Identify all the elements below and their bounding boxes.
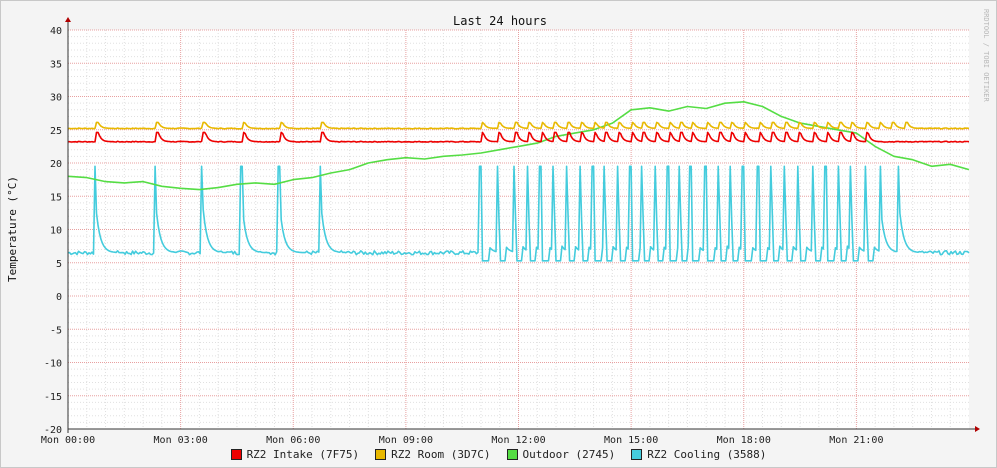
y-tick-label: 40 <box>50 26 62 37</box>
rrdtool-watermark: RRDTOOL / TOBI OETIKER <box>982 9 990 103</box>
x-tick-label: Mon 09:00 <box>379 435 433 446</box>
x-tick-label: Mon 21:00 <box>829 435 883 446</box>
y-tick-label: -15 <box>44 392 62 403</box>
series-line-cooling <box>67 165 970 262</box>
y-tick-label: 0 <box>56 292 62 303</box>
series-layer <box>67 101 970 262</box>
y-tick-label: 30 <box>50 93 62 104</box>
legend-label-outdoor: Outdoor (2745) <box>522 447 616 461</box>
y-axis-arrow <box>65 17 71 22</box>
x-axis-arrow <box>975 426 980 432</box>
legend-label-intake: RZ2 Intake (7F75) <box>246 447 360 461</box>
x-tick-label: Mon 15:00 <box>604 435 658 446</box>
y-tick-label: -10 <box>44 359 62 370</box>
grid-layer <box>67 29 969 430</box>
y-tick-label: 10 <box>50 226 62 237</box>
legend: RZ2 Intake (7F75) RZ2 Room (3D7C) Outdoo… <box>0 446 997 462</box>
legend-swatch-intake <box>230 448 242 460</box>
legend-item-outdoor: Outdoor (2745) <box>506 446 616 462</box>
y-axis-label: Temperature (°C) <box>6 176 19 282</box>
chart-title: Last 24 hours <box>453 14 547 28</box>
x-tick-label: Mon 18:00 <box>717 435 771 446</box>
legend-label-cooling: RZ2 Cooling (3588) <box>647 447 767 461</box>
y-tick-label: -5 <box>50 325 62 336</box>
x-tick-label: Mon 12:00 <box>491 435 545 446</box>
legend-item-cooling: RZ2 Cooling (3588) <box>631 446 766 462</box>
x-tick-label: Mon 00:00 <box>41 435 95 446</box>
y-tick-label: 35 <box>50 59 62 70</box>
y-tick-label: 15 <box>50 192 62 203</box>
series-line-intake <box>68 131 970 143</box>
legend-swatch-cooling <box>631 448 643 460</box>
y-tick-label: 20 <box>50 159 62 170</box>
x-tick-label: Mon 06:00 <box>266 435 320 446</box>
series-line-room <box>68 121 970 130</box>
x-tick-label: Mon 03:00 <box>154 435 208 446</box>
legend-item-intake: RZ2 Intake (7F75) <box>230 446 360 462</box>
y-tick-label: 5 <box>56 259 62 270</box>
legend-item-room: RZ2 Room (3D7C) <box>375 446 491 462</box>
y-tick-label: 25 <box>50 126 62 137</box>
y-tick-label: -20 <box>44 425 62 436</box>
legend-swatch-room <box>375 448 387 460</box>
legend-swatch-outdoor <box>506 448 518 460</box>
legend-label-room: RZ2 Room (3D7C) <box>391 447 491 461</box>
